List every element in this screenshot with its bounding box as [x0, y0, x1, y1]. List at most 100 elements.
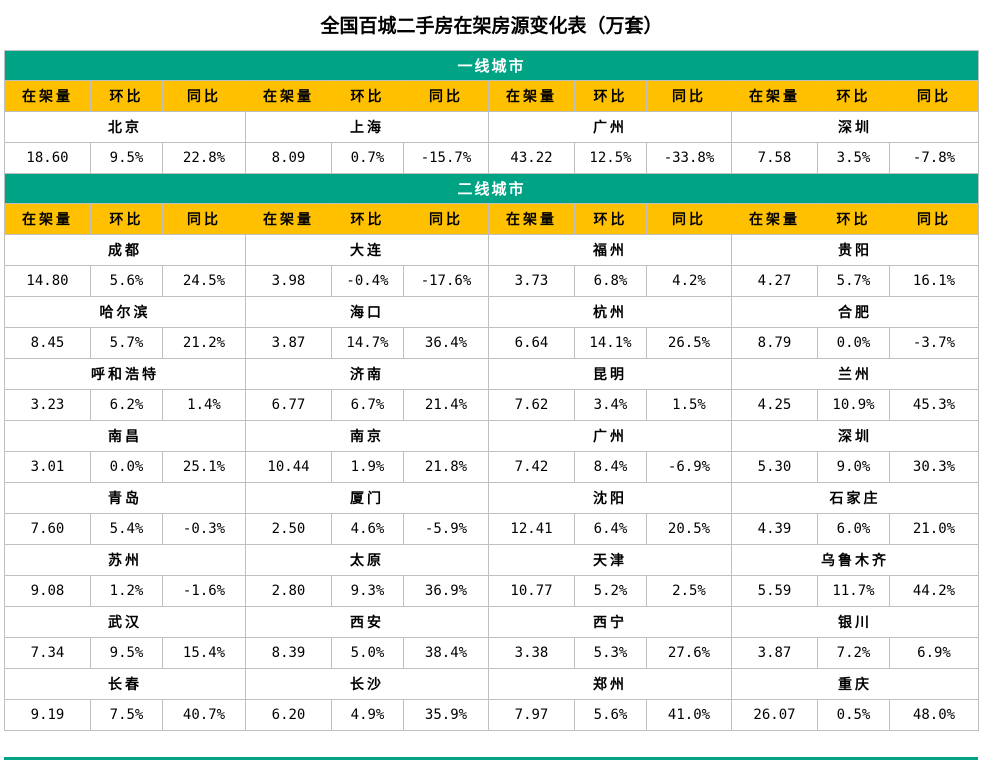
yoy-value: 40.7%	[162, 699, 246, 731]
yoy-value: -17.6%	[403, 265, 489, 297]
yoy-header: 同比	[888, 80, 980, 112]
mom-value: 0.0%	[817, 327, 890, 359]
table-row: 8.45 5.7% 21.2% 3.87 14.7% 36.4% 6.64 14.1% 26.5…	[4, 327, 980, 359]
yoy-value: 4.2%	[646, 265, 732, 297]
yoy-header: 同比	[403, 80, 489, 112]
yoy-value: 45.3%	[888, 389, 980, 421]
yoy-value: 24.5%	[162, 265, 246, 297]
city-name: 西宁	[488, 606, 732, 638]
city-name: 贵阳	[730, 234, 980, 266]
mom-value: 5.6%	[574, 699, 647, 731]
city-name-row: 呼和浩特 济南 昆明 兰州	[4, 358, 980, 390]
stock-value: 9.08	[4, 575, 91, 607]
yoy-value: 21.8%	[403, 451, 489, 483]
yoy-value: 36.4%	[403, 327, 489, 359]
city-name: 深圳	[730, 420, 980, 452]
stock-value: 8.09	[245, 142, 332, 174]
yoy-value: -3.7%	[888, 327, 980, 359]
tier2-section-row: 二线城市	[3, 173, 980, 204]
city-name: 沈阳	[488, 482, 732, 514]
mom-value: -0.4%	[331, 265, 404, 297]
city-name-row: 南昌 南京 广州 深圳	[4, 420, 980, 452]
city-name: 武汉	[4, 606, 246, 638]
city-name: 太原	[245, 544, 489, 576]
city-name-row: 苏州 太原 天津 乌鲁木齐	[4, 544, 980, 576]
city-name: 南昌	[4, 420, 246, 452]
city-name: 北京	[4, 111, 246, 143]
yoy-value: 35.9%	[403, 699, 489, 731]
mom-value: 6.0%	[817, 513, 890, 545]
yoy-value: -6.9%	[646, 451, 732, 483]
city-name: 大连	[245, 234, 489, 266]
yoy-value: 22.8%	[162, 142, 246, 174]
mom-value: 9.5%	[90, 637, 163, 669]
yoy-header: 同比	[646, 80, 732, 112]
mom-value: 7.2%	[817, 637, 890, 669]
stock-value: 18.60	[4, 142, 91, 174]
stock-value: 8.39	[245, 637, 332, 669]
mom-value: 1.2%	[90, 575, 163, 607]
mom-value: 0.0%	[90, 451, 163, 483]
stock-value: 3.73	[488, 265, 575, 297]
yoy-header: 同比	[162, 80, 246, 112]
mom-header: 环比	[574, 203, 647, 235]
stock-value: 3.87	[245, 327, 332, 359]
table-row: 9.19 7.5% 40.7% 6.20 4.9% 35.9% 7.97 5.6% 41.0% 2…	[4, 699, 980, 731]
stock-value: 3.87	[731, 637, 818, 669]
stock-value: 9.19	[4, 699, 91, 731]
stock-value: 7.58	[731, 142, 818, 174]
yoy-value: 25.1%	[162, 451, 246, 483]
yoy-value: 36.9%	[403, 575, 489, 607]
city-name-row: 武汉 西安 西宁 银川	[4, 606, 980, 638]
city-name: 青岛	[4, 482, 246, 514]
city-name: 成都	[4, 234, 246, 266]
yoy-value: 44.2%	[888, 575, 980, 607]
mom-value: 6.2%	[90, 389, 163, 421]
yoy-header: 同比	[403, 203, 489, 235]
mom-header: 环比	[90, 80, 163, 112]
yoy-value: 48.0%	[888, 699, 980, 731]
mom-value: 14.7%	[331, 327, 404, 359]
mom-header: 环比	[817, 203, 890, 235]
mom-header: 环比	[90, 203, 163, 235]
table-row: 18.60 9.5% 22.8% 8.09 0.7% -15.7% 43.22 12.5% -3…	[4, 142, 980, 174]
stock-header: 在架量	[245, 80, 332, 112]
table-row: 3.23 6.2% 1.4% 6.77 6.7% 21.4% 7.62 3.4% 1.5% 4.2…	[4, 389, 980, 421]
yoy-value: -5.9%	[403, 513, 489, 545]
city-name: 苏州	[4, 544, 246, 576]
city-name: 天津	[488, 544, 732, 576]
bottom-rule	[4, 757, 978, 760]
stock-value: 6.64	[488, 327, 575, 359]
city-name: 广州	[488, 111, 732, 143]
mom-value: 1.9%	[331, 451, 404, 483]
city-name: 石家庄	[730, 482, 980, 514]
stock-value: 2.50	[245, 513, 332, 545]
mom-value: 0.7%	[331, 142, 404, 174]
city-name: 海口	[245, 296, 489, 328]
yoy-value: 15.4%	[162, 637, 246, 669]
stock-header: 在架量	[731, 80, 818, 112]
stock-header: 在架量	[4, 80, 91, 112]
yoy-value: 16.1%	[888, 265, 980, 297]
mom-header: 环比	[574, 80, 647, 112]
yoy-value: 20.5%	[646, 513, 732, 545]
city-name-row: 成都 大连 福州 贵阳	[4, 234, 980, 266]
tier2-section-label: 二线城市	[3, 173, 980, 204]
city-name: 广州	[488, 420, 732, 452]
city-name: 银川	[730, 606, 980, 638]
listing-table: 一线城市 在架量 环比 同比 在架量 环比 同比 在架量 环比 同比 在架量 环比 同比 北京 上海 广州 深圳…	[3, 50, 980, 731]
stock-value: 3.23	[4, 389, 91, 421]
mom-value: 3.4%	[574, 389, 647, 421]
stock-value: 4.27	[731, 265, 818, 297]
yoy-value: 30.3%	[888, 451, 980, 483]
city-name: 西安	[245, 606, 489, 638]
mom-header: 环比	[331, 80, 404, 112]
city-name-row: 北京 上海 广州 深圳	[4, 111, 980, 143]
stock-value: 7.34	[4, 637, 91, 669]
stock-value: 7.62	[488, 389, 575, 421]
city-name: 上海	[245, 111, 489, 143]
yoy-value: 21.4%	[403, 389, 489, 421]
city-name: 深圳	[730, 111, 980, 143]
stock-value: 4.39	[731, 513, 818, 545]
mom-value: 12.5%	[574, 142, 647, 174]
